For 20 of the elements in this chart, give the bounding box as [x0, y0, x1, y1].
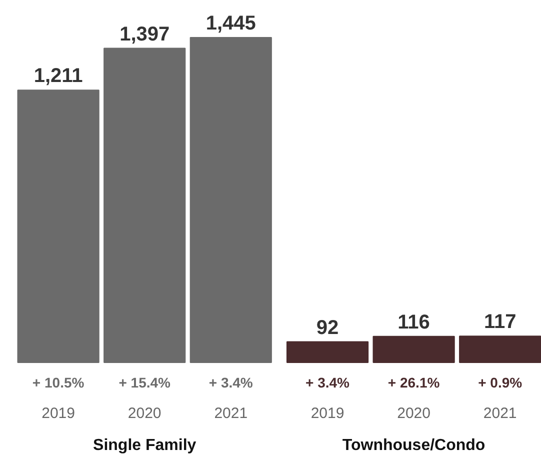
text: + 3.4%	[208, 374, 254, 390]
x-tick-label: 2019	[310, 405, 344, 422]
text: Single Family	[93, 437, 196, 454]
data-label: 1,445	[206, 12, 256, 34]
x-tick-label: 2020	[128, 405, 162, 422]
data-label: 1,397	[120, 23, 170, 46]
text: + 10.5%	[32, 374, 85, 390]
text: + 3.4%	[306, 374, 350, 390]
x-tick-label: 2021	[483, 405, 517, 422]
x-tick-label: 2020	[397, 405, 430, 422]
x-tick-label: 2021	[214, 405, 248, 422]
text: + 26.1%	[388, 374, 440, 390]
x-tick-label: 2019	[42, 405, 75, 422]
data-label: 117	[484, 311, 516, 334]
data-label: 1,211	[34, 65, 83, 88]
text: + 15.4%	[118, 374, 172, 390]
text: Townhouse/Condo	[342, 437, 486, 454]
data-label: 116	[398, 311, 430, 334]
data-label: 92	[316, 316, 339, 339]
text: + 0.9%	[478, 374, 523, 390]
